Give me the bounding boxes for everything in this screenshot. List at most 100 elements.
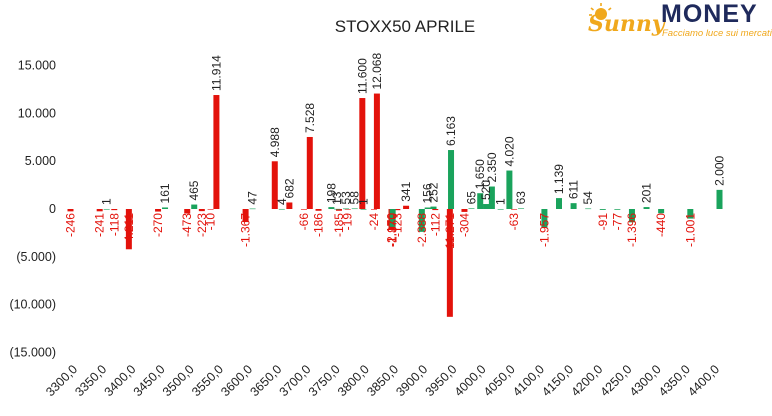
data-label: -112 — [428, 213, 442, 236]
data-label: -10 — [204, 213, 218, 231]
data-label: -11.271 — [443, 213, 457, 253]
call-bar — [418, 209, 425, 232]
data-label: 58 — [348, 191, 362, 205]
data-label: -440 — [654, 213, 668, 237]
call-bar — [570, 203, 577, 209]
data-label: 1 — [100, 198, 114, 205]
chart-title: STOXX50 APRILE — [335, 17, 475, 36]
data-label: -1.957 — [537, 213, 551, 247]
x-tick-label: 3450,0 — [131, 362, 168, 399]
sun-icon — [589, 3, 612, 20]
data-label: 682 — [282, 178, 296, 198]
data-label: -123 — [390, 213, 404, 237]
y-tick-label: 15.000 — [18, 59, 56, 73]
put-bar — [198, 209, 205, 212]
data-label: 1 — [494, 198, 508, 205]
data-label: 47 — [246, 191, 260, 205]
x-tick-label: 4100,0 — [510, 362, 547, 399]
x-tick-label: 4200,0 — [568, 362, 605, 399]
data-label: 11.600 — [355, 58, 369, 94]
data-label: 2.350 — [485, 152, 499, 182]
data-label: -63 — [507, 213, 521, 231]
call-bar — [389, 209, 396, 227]
data-label: -241 — [93, 213, 107, 237]
data-label: 4.020 — [502, 136, 516, 166]
x-tick-label: 3850,0 — [364, 362, 401, 399]
put-bar — [373, 93, 380, 209]
y-tick-label: 10.000 — [18, 106, 56, 120]
x-tick-label: 3350,0 — [72, 362, 109, 399]
data-label: -24 — [367, 213, 381, 231]
put-bar — [184, 209, 191, 214]
data-label: 11.914 — [209, 55, 223, 91]
put-bar — [67, 209, 74, 212]
y-tick-label: (5.000) — [16, 250, 56, 264]
call-bar — [488, 186, 495, 209]
data-label: -77 — [610, 213, 624, 231]
data-label: -66 — [297, 213, 311, 231]
data-label: 611 — [567, 180, 581, 199]
data-label: 4.988 — [268, 127, 282, 157]
put-bar — [461, 209, 468, 212]
y-tick-label: 0 — [49, 202, 56, 216]
put-bar — [111, 209, 118, 211]
put-bar — [432, 209, 439, 211]
call-bar — [342, 208, 349, 210]
x-tick-label: 4350,0 — [656, 362, 693, 399]
call-bar — [430, 206, 437, 209]
data-label: 198 — [324, 183, 338, 203]
data-label: 54 — [581, 191, 595, 205]
put-bar — [286, 202, 293, 209]
x-tick-label: 3950,0 — [423, 362, 460, 399]
data-label: 161 — [158, 183, 172, 203]
data-label: -473 — [180, 213, 194, 237]
call-bar — [334, 208, 341, 210]
call-bar — [497, 208, 504, 210]
y-tick-label: (10.000) — [9, 298, 56, 312]
call-bar — [468, 208, 475, 209]
data-label: 53 — [339, 191, 353, 205]
call-bar — [614, 209, 621, 210]
data-label: 252 — [427, 182, 441, 202]
data-label: -304 — [457, 213, 471, 237]
put-bar — [335, 209, 342, 211]
put-bar — [271, 161, 278, 209]
bars — [67, 93, 723, 317]
data-label: -1.870 — [386, 213, 400, 247]
data-label: -2.388 — [415, 213, 429, 247]
call-bar — [556, 198, 562, 209]
call-bar — [278, 208, 285, 210]
put-bar — [370, 209, 377, 210]
call-bar — [351, 208, 358, 210]
x-tick-label: 3700,0 — [277, 362, 314, 399]
data-label: -1.001 — [683, 213, 697, 247]
data-label: -185 — [332, 213, 346, 237]
call-bar — [518, 208, 525, 209]
x-tick-label: 3800,0 — [335, 362, 372, 399]
x-tick-label: 3400,0 — [102, 362, 139, 399]
put-bar — [207, 209, 214, 210]
data-label: 13 — [330, 191, 344, 205]
call-bar — [191, 204, 198, 209]
brand-logo: Sunny MONEY Facciamo luce sui mercati — [588, 0, 772, 39]
data-label: -246 — [64, 213, 78, 237]
data-label: 520 — [479, 180, 493, 200]
data-label: -186 — [312, 213, 326, 237]
call-bar — [249, 208, 256, 210]
call-bar — [477, 193, 484, 209]
x-tick-label: 4000,0 — [452, 362, 489, 399]
put-bar — [213, 95, 220, 209]
call-bar — [599, 209, 606, 210]
put-bar — [315, 209, 322, 211]
put-bar — [359, 98, 366, 209]
put-bar — [306, 136, 313, 209]
call-bar — [328, 207, 335, 209]
data-label: -2.170 — [385, 213, 399, 247]
put-bar — [125, 209, 132, 250]
put-bar — [242, 209, 249, 223]
data-label: 6.163 — [444, 116, 458, 146]
data-label: -270 — [151, 213, 165, 237]
put-bar — [300, 209, 307, 210]
call-bar — [687, 209, 694, 219]
